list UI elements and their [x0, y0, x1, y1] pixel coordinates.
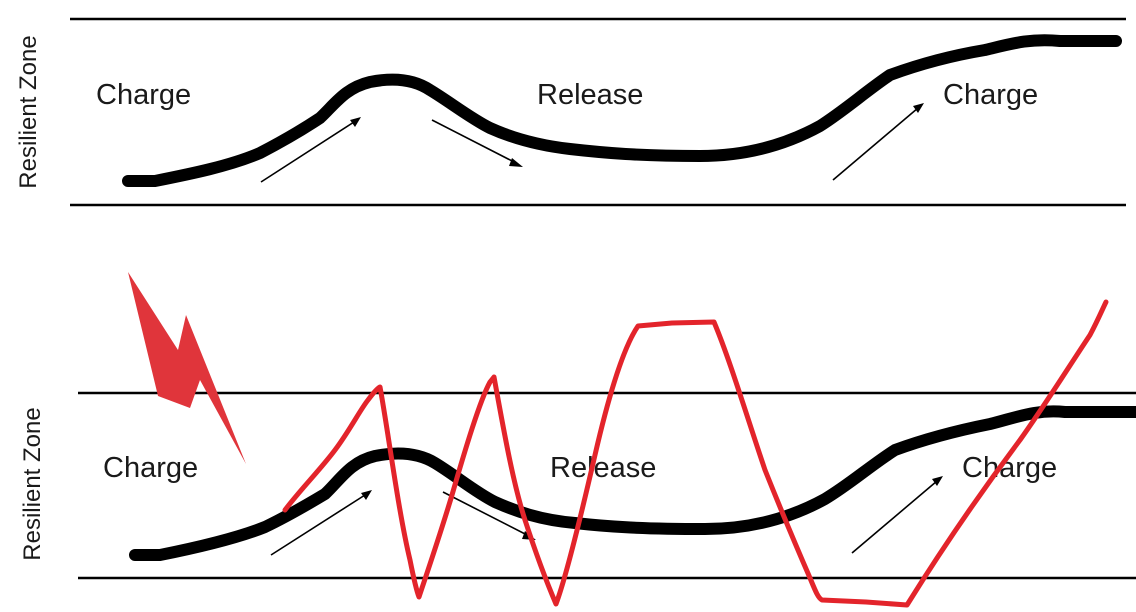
top-resilient-zone-label: Resilient Zone [15, 35, 42, 188]
dysregulation-red-line [282, 299, 1109, 608]
top-nervous-system-wave [122, 34, 1122, 187]
bottom-nervous-system-wave [129, 405, 1136, 561]
lightning-bolt-icon [128, 272, 246, 464]
top-charge-left-label: Charge [96, 79, 191, 111]
top-release-label: Release [537, 79, 643, 111]
top-arrow-charge-up [260, 117, 361, 183]
top-panel: Resilient Zone Charge Release Charge [15, 17, 1126, 207]
top-arrow-charge-up-right [832, 103, 924, 181]
bottom-resilient-zone-label: Resilient Zone [19, 407, 46, 560]
bottom-panel: Resilient Zone Charge Release Charge [19, 272, 1136, 608]
bottom-charge-left-label: Charge [103, 452, 198, 484]
top-charge-right-label: Charge [943, 79, 1038, 111]
bottom-arrow-charge-up-right [851, 476, 943, 554]
bottom-arrow-charge-up [270, 490, 372, 556]
bottom-release-label: Release [550, 452, 656, 484]
top-arrow-release-down [431, 119, 523, 167]
